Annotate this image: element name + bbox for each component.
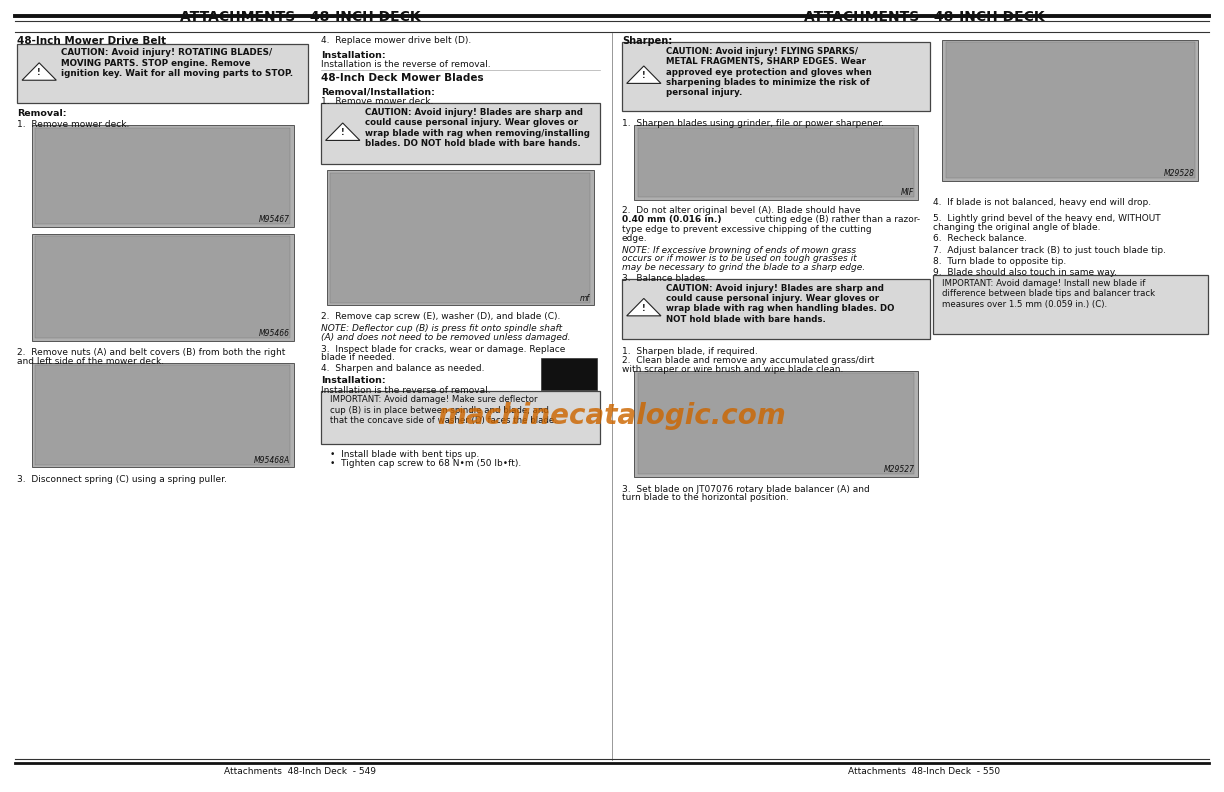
Text: turn blade to the horizontal position.: turn blade to the horizontal position.	[622, 493, 788, 502]
Text: •  Install blade with bent tips up.: • Install blade with bent tips up.	[330, 450, 480, 459]
Bar	[638, 128, 914, 197]
Text: 5.  Lightly grind bevel of the heavy end, WITHOUT: 5. Lightly grind bevel of the heavy end,…	[933, 214, 1160, 223]
Bar	[17, 44, 308, 103]
Text: 4.  If blade is not balanced, heavy end will drop.: 4. If blade is not balanced, heavy end w…	[933, 198, 1151, 207]
Text: 3.  Balance blades.: 3. Balance blades.	[622, 274, 707, 283]
Bar	[622, 279, 930, 339]
Text: 48-Inch Deck Mower Blades: 48-Inch Deck Mower Blades	[321, 73, 483, 83]
Bar	[35, 236, 290, 338]
Bar	[541, 358, 597, 390]
Polygon shape	[627, 66, 661, 83]
Bar	[634, 371, 918, 477]
Text: 3.  Inspect blade for cracks, wear or damage. Replace: 3. Inspect blade for cracks, wear or dam…	[321, 345, 565, 353]
Text: 48-Inch Mower Drive Belt: 48-Inch Mower Drive Belt	[17, 36, 166, 47]
Polygon shape	[326, 123, 360, 140]
Text: 1.  Remove mower deck.: 1. Remove mower deck.	[17, 120, 130, 128]
Bar	[321, 103, 600, 164]
Bar	[638, 373, 914, 474]
Text: 8.  Turn blade to opposite tip.: 8. Turn blade to opposite tip.	[933, 257, 1066, 265]
Text: M29528: M29528	[1164, 169, 1195, 178]
Text: •  Tighten cap screw to 68 N•m (50 lb•ft).: • Tighten cap screw to 68 N•m (50 lb•ft)…	[330, 459, 521, 468]
Polygon shape	[22, 63, 56, 80]
Polygon shape	[627, 299, 661, 316]
Text: 3.  Disconnect spring (C) using a spring puller.: 3. Disconnect spring (C) using a spring …	[17, 475, 226, 484]
Text: and left side of the mower deck.: and left side of the mower deck.	[17, 357, 164, 366]
Text: cutting edge (B) rather than a razor-: cutting edge (B) rather than a razor-	[752, 215, 919, 224]
Text: M95467: M95467	[259, 215, 290, 224]
Bar	[32, 125, 294, 227]
Text: 2.  Do not alter original bevel (A). Blade should have: 2. Do not alter original bevel (A). Blad…	[622, 206, 860, 215]
Text: 1.  Sharpen blade, if required.: 1. Sharpen blade, if required.	[622, 347, 758, 356]
Bar	[321, 391, 600, 444]
Text: 6.  Recheck balance.: 6. Recheck balance.	[933, 234, 1027, 243]
Bar	[32, 234, 294, 341]
Text: Installation is the reverse of removal.: Installation is the reverse of removal.	[321, 386, 491, 394]
Text: CAUTION: Avoid injury! ROTATING BLADES/
MOVING PARTS. STOP engine. Remove
igniti: CAUTION: Avoid injury! ROTATING BLADES/ …	[61, 48, 294, 78]
Text: Attachments  48-Inch Deck  - 550: Attachments 48-Inch Deck - 550	[848, 767, 1000, 775]
Text: 2.  Remove nuts (A) and belt covers (B) from both the right: 2. Remove nuts (A) and belt covers (B) f…	[17, 348, 285, 357]
Text: CAUTION: Avoid injury! FLYING SPARKS/
METAL FRAGMENTS, SHARP EDGES. Wear
approve: CAUTION: Avoid injury! FLYING SPARKS/ ME…	[666, 47, 871, 97]
Text: !: !	[643, 71, 645, 80]
Text: IMPORTANT: Avoid damage! Make sure deflector
cup (B) is in place between spindle: IMPORTANT: Avoid damage! Make sure defle…	[330, 395, 557, 425]
Text: Installation:: Installation:	[321, 51, 386, 59]
Text: Installation:: Installation:	[321, 376, 386, 385]
Text: M95466: M95466	[259, 329, 290, 338]
Text: 3.  Set blade on JT07076 rotary blade balancer (A) and: 3. Set blade on JT07076 rotary blade bal…	[622, 485, 869, 493]
Text: edge.: edge.	[622, 234, 647, 243]
Text: IMPORTANT: Avoid damage! Install new blade if
difference between blade tips and : IMPORTANT: Avoid damage! Install new bla…	[942, 279, 1155, 309]
Text: 9.  Blade should also touch in same way.: 9. Blade should also touch in same way.	[933, 268, 1116, 276]
Text: 4.  Replace mower drive belt (D).: 4. Replace mower drive belt (D).	[321, 36, 471, 45]
Bar	[330, 173, 590, 303]
Text: may be necessary to grind the blade to a sharp edge.: may be necessary to grind the blade to a…	[622, 263, 865, 272]
Text: 0.40 mm (0.016 in.): 0.40 mm (0.016 in.)	[622, 215, 721, 224]
Text: MIF: MIF	[901, 188, 914, 197]
Bar	[942, 40, 1198, 181]
Text: Installation is the reverse of removal.: Installation is the reverse of removal.	[321, 60, 491, 69]
Text: M95468A: M95468A	[253, 456, 290, 465]
Text: !: !	[341, 128, 344, 137]
Text: !: !	[643, 303, 645, 313]
Text: Attachments  48-Inch Deck  - 549: Attachments 48-Inch Deck - 549	[224, 767, 376, 775]
Text: Removal/Installation:: Removal/Installation:	[321, 88, 435, 97]
Text: Removal:: Removal:	[17, 109, 66, 118]
Bar	[933, 275, 1208, 334]
Bar	[622, 42, 930, 111]
Bar	[946, 42, 1195, 178]
Bar	[35, 365, 290, 465]
Text: with scraper or wire brush and wipe blade clean.: with scraper or wire brush and wipe blad…	[622, 365, 843, 374]
Text: mf: mf	[580, 294, 590, 303]
Text: machinecatalogic.com: machinecatalogic.com	[438, 402, 786, 430]
Text: blade if needed.: blade if needed.	[321, 353, 394, 362]
Text: Sharpen:: Sharpen:	[622, 36, 672, 47]
Bar	[35, 128, 290, 224]
Text: CAUTION: Avoid injury! Blades are sharp and
could cause personal injury. Wear gl: CAUTION: Avoid injury! Blades are sharp …	[666, 284, 895, 324]
Text: 7.  Adjust balancer track (B) to just touch blade tip.: 7. Adjust balancer track (B) to just tou…	[933, 246, 1165, 254]
Text: changing the original angle of blade.: changing the original angle of blade.	[933, 223, 1100, 231]
Text: NOTE: Deflector cup (B) is press fit onto spindle shaft: NOTE: Deflector cup (B) is press fit ont…	[321, 324, 562, 333]
Text: 1.  Remove mower deck.: 1. Remove mower deck.	[321, 97, 433, 106]
Bar	[32, 363, 294, 467]
Text: 2.  Remove cap screw (E), washer (D), and blade (C).: 2. Remove cap screw (E), washer (D), and…	[321, 312, 561, 321]
Text: ATTACHMENTS   48-INCH DECK: ATTACHMENTS 48-INCH DECK	[180, 10, 420, 25]
Text: 1.  Sharpen blades using grinder, file or power sharpener.: 1. Sharpen blades using grinder, file or…	[622, 119, 884, 128]
Bar	[327, 170, 594, 305]
Text: ATTACHMENTS   48-INCH DECK: ATTACHMENTS 48-INCH DECK	[804, 10, 1044, 25]
Text: CAUTION: Avoid injury! Blades are sharp and
could cause personal injury. Wear gl: CAUTION: Avoid injury! Blades are sharp …	[365, 108, 590, 148]
Bar	[634, 125, 918, 200]
Text: !: !	[38, 68, 40, 77]
Text: M29527: M29527	[884, 466, 914, 474]
Text: NOTE: If excessive browning of ends of mown grass: NOTE: If excessive browning of ends of m…	[622, 246, 856, 254]
Text: type edge to prevent excessive chipping of the cutting: type edge to prevent excessive chipping …	[622, 225, 871, 234]
Text: occurs or if mower is to be used on tough grasses it: occurs or if mower is to be used on toug…	[622, 254, 857, 263]
Text: (A) and does not need to be removed unless damaged.: (A) and does not need to be removed unle…	[321, 333, 570, 341]
Text: 4.  Sharpen and balance as needed.: 4. Sharpen and balance as needed.	[321, 364, 485, 373]
Text: 2.  Clean blade and remove any accumulated grass/dirt: 2. Clean blade and remove any accumulate…	[622, 356, 874, 365]
